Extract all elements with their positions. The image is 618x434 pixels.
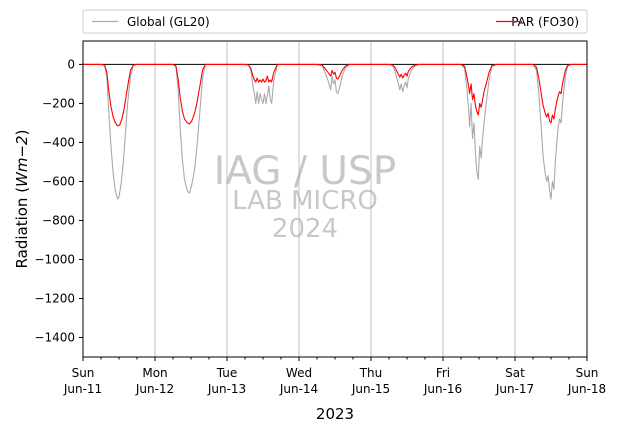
x-tick-date: Jun-18 (567, 382, 606, 396)
x-tick-date: Jun-13 (207, 382, 246, 396)
legend-label-par: PAR (FO30) (511, 15, 579, 29)
watermark-year: 2024 (272, 214, 338, 244)
x-tick-date: Jun-12 (135, 382, 174, 396)
x-tick-date: Jun-14 (279, 382, 318, 396)
legend-label-global: Global (GL20) (127, 15, 210, 29)
watermark-subtitle: LAB MICRO (232, 186, 378, 216)
y-tick-label: −1000 (34, 252, 75, 266)
x-tick-day: Sun (576, 366, 599, 380)
x-tick-day: Tue (216, 366, 238, 380)
watermark-title: IAG / USP (214, 149, 396, 194)
series-par-fo30 (83, 63, 587, 127)
x-tick-date: Jun-15 (351, 382, 390, 396)
series-global-gl20 (83, 63, 587, 200)
series-lines (83, 63, 587, 200)
y-axis-title: Radiation (Wm−2) (13, 130, 31, 269)
watermark: IAG / USP LAB MICRO 2024 (214, 149, 396, 244)
y-tick-label: −600 (42, 174, 75, 188)
legend: Global (GL20) PAR (FO30) (82, 9, 588, 34)
y-tick-label: −200 (42, 96, 75, 110)
x-tick-date: Jun-11 (63, 382, 102, 396)
y-tick-label: −800 (42, 213, 75, 227)
legend-box (82, 9, 588, 34)
y-axis: 0 −200 −400 −600 −800 −1000 −1200 −1400 (34, 57, 83, 344)
x-tick-day: Sun (72, 366, 95, 380)
x-axis-title: 2023 (316, 405, 354, 423)
x-axis: Sun Jun-11 Mon Jun-12 Tue Jun-13 Wed Jun-14 Thu J… (63, 357, 606, 396)
x-tick-day: Fri (436, 366, 450, 380)
x-tick-date: Jun-16 (423, 382, 462, 396)
x-tick-day: Mon (142, 366, 167, 380)
y-tick-label: −1400 (34, 330, 75, 344)
y-tick-label: −400 (42, 135, 75, 149)
y-tick-label: −1200 (34, 291, 75, 305)
x-tick-day: Thu (359, 366, 383, 380)
x-tick-day: Sat (505, 366, 525, 380)
x-tick-date: Jun-17 (495, 382, 534, 396)
x-tick-day: Wed (286, 366, 312, 380)
y-tick-label: 0 (67, 57, 75, 71)
